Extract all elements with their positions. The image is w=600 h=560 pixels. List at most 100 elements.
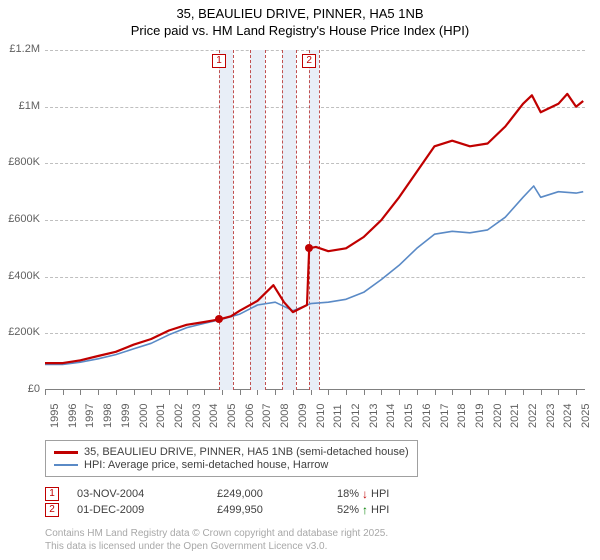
legend-label: 35, BEAULIEU DRIVE, PINNER, HA5 1NB (sem… (84, 446, 409, 458)
legend-box: 35, BEAULIEU DRIVE, PINNER, HA5 1NB (sem… (45, 440, 418, 477)
title-line-1: 35, BEAULIEU DRIVE, PINNER, HA5 1NB (0, 6, 600, 23)
x-tick (576, 390, 577, 395)
y-axis-label: £200K (0, 326, 40, 338)
x-axis-label: 2006 (244, 404, 256, 428)
x-axis-label: 2012 (350, 404, 362, 428)
y-axis-label: £0 (0, 383, 40, 395)
x-tick (240, 390, 241, 395)
x-tick (328, 390, 329, 395)
x-tick (257, 390, 258, 395)
x-tick (470, 390, 471, 395)
x-axis-label: 2009 (297, 404, 309, 428)
delta-vs: HPI (371, 504, 389, 516)
footnote-line-1: Contains HM Land Registry data © Crown c… (45, 528, 388, 541)
x-tick (452, 390, 453, 395)
x-tick (98, 390, 99, 395)
x-tick (523, 390, 524, 395)
x-axis-label: 2011 (332, 404, 344, 428)
x-axis-label: 2000 (138, 404, 150, 428)
x-axis-label: 1999 (120, 404, 132, 428)
legend-item: HPI: Average price, semi-detached house,… (54, 459, 409, 471)
legend-swatch (54, 464, 78, 466)
x-tick (169, 390, 170, 395)
y-axis-label: £1.2M (0, 43, 40, 55)
x-axis-label: 2025 (580, 404, 592, 428)
marker-label: 2 (302, 54, 316, 68)
x-tick (204, 390, 205, 395)
x-tick (134, 390, 135, 395)
x-axis-label: 2014 (385, 404, 397, 428)
x-tick (505, 390, 506, 395)
legend-label: HPI: Average price, semi-detached house,… (84, 459, 328, 471)
x-tick (435, 390, 436, 395)
x-tick (346, 390, 347, 395)
x-axis-label: 2019 (474, 404, 486, 428)
sale-delta: 18%↓HPI (337, 487, 437, 501)
x-tick (293, 390, 294, 395)
x-tick (275, 390, 276, 395)
x-axis-label: 1996 (67, 404, 79, 428)
sale-number-box: 1 (45, 487, 59, 501)
x-axis-label: 2001 (155, 404, 167, 428)
sales-table: 1 03-NOV-2004£249,00018%↓HPI 2 01-DEC-2009£… (45, 486, 437, 518)
y-axis-label: £600K (0, 213, 40, 225)
sale-date: 03-NOV-2004 (77, 488, 217, 500)
x-tick (63, 390, 64, 395)
footnote-line-2: This data is licensed under the Open Gov… (45, 541, 388, 554)
chart-lines (45, 50, 585, 390)
legend-item: 35, BEAULIEU DRIVE, PINNER, HA5 1NB (sem… (54, 446, 409, 458)
y-axis-label: £400K (0, 270, 40, 282)
x-tick (541, 390, 542, 395)
x-axis-label: 2021 (509, 404, 521, 428)
x-tick (222, 390, 223, 395)
title-line-2: Price paid vs. HM Land Registry's House … (0, 23, 600, 40)
chart-title: 35, BEAULIEU DRIVE, PINNER, HA5 1NB Pric… (0, 0, 600, 40)
x-axis-label: 1995 (49, 404, 61, 428)
sale-marker-dot (305, 244, 313, 252)
delta-vs: HPI (371, 488, 389, 500)
sale-number-box: 2 (45, 503, 59, 517)
x-tick (488, 390, 489, 395)
marker-label: 1 (212, 54, 226, 68)
x-axis-label: 2018 (456, 404, 468, 428)
x-axis-label: 2008 (279, 404, 291, 428)
x-axis-label: 2020 (492, 404, 504, 428)
sale-row: 1 03-NOV-2004£249,00018%↓HPI (45, 486, 437, 502)
x-axis-label: 2016 (421, 404, 433, 428)
x-tick (399, 390, 400, 395)
sale-date: 01-DEC-2009 (77, 504, 217, 516)
x-axis-label: 1997 (84, 404, 96, 428)
legend: 35, BEAULIEU DRIVE, PINNER, HA5 1NB (sem… (45, 440, 585, 477)
sale-price: £249,000 (217, 488, 337, 500)
x-tick (558, 390, 559, 395)
x-tick (381, 390, 382, 395)
legend-swatch (54, 451, 78, 454)
x-axis-label: 2023 (545, 404, 557, 428)
x-axis-label: 2002 (173, 404, 185, 428)
x-axis-label: 2004 (208, 404, 220, 428)
x-axis-label: 2015 (403, 404, 415, 428)
x-axis-label: 2013 (368, 404, 380, 428)
sale-row: 2 01-DEC-2009£499,95052%↑HPI (45, 502, 437, 518)
x-tick (80, 390, 81, 395)
sale-price: £499,950 (217, 504, 337, 516)
delta-percent: 52% (337, 504, 359, 516)
footnote: Contains HM Land Registry data © Crown c… (45, 528, 388, 553)
chart-plot-area: £0£200K£400K£600K£800K£1M£1.2M12 (45, 50, 585, 390)
x-axis-label: 1998 (102, 404, 114, 428)
sale-delta: 52%↑HPI (337, 503, 437, 517)
x-tick (45, 390, 46, 395)
arrow-down-icon: ↓ (362, 487, 368, 501)
x-axis-label: 2003 (191, 404, 203, 428)
x-tick (311, 390, 312, 395)
x-axis: 1995 1996 1997 1998 1999 2000 2001 2002 2003 2004… (45, 392, 585, 442)
sale-marker-dot (215, 315, 223, 323)
x-axis-label: 2005 (226, 404, 238, 428)
x-tick (151, 390, 152, 395)
y-axis-label: £800K (0, 156, 40, 168)
x-tick (116, 390, 117, 395)
arrow-up-icon: ↑ (362, 503, 368, 517)
x-tick (417, 390, 418, 395)
x-axis-label: 2007 (261, 404, 273, 428)
y-axis-label: £1M (0, 100, 40, 112)
